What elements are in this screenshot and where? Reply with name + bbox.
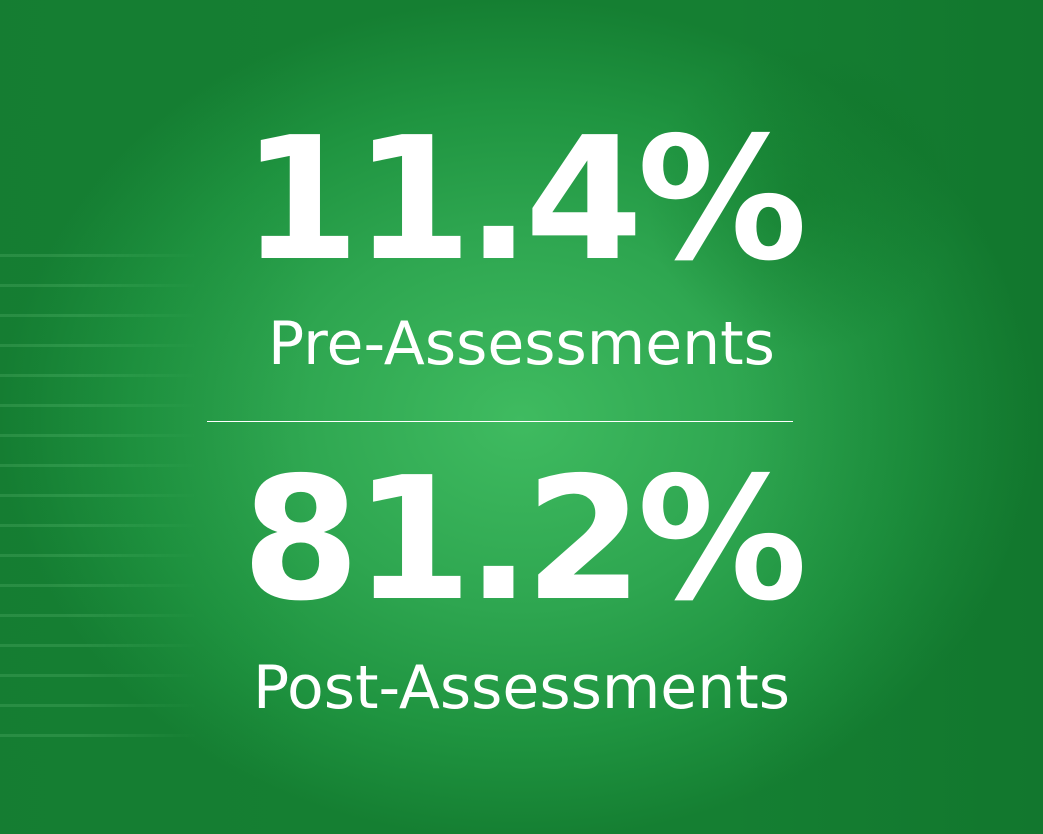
divider	[207, 421, 793, 422]
post-assessment-value: 81.2%	[241, 441, 808, 639]
pre-assessment-value: 11.4%	[241, 101, 808, 299]
pre-assessment-label: Pre-Assessments	[268, 309, 775, 379]
background-code-screen	[0, 240, 200, 740]
post-assessment-label: Post-Assessments	[252, 653, 791, 723]
